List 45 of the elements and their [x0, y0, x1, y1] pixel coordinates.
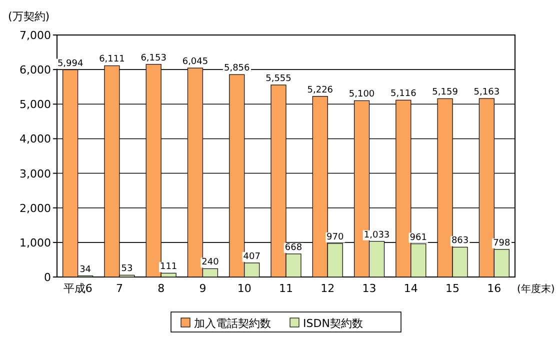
legend-label: ISDN契約数 [303, 317, 363, 330]
x-tick-label: 15 [446, 282, 460, 295]
x-tick-label: 13 [362, 282, 376, 295]
x-tick-label: 9 [199, 282, 206, 295]
x-tick-label: 10 [237, 282, 252, 295]
y-tick-label: 1,000 [20, 236, 51, 250]
x-tick-label: 14 [404, 282, 418, 295]
data-label: 53 [121, 264, 133, 274]
data-label: 111 [160, 262, 178, 272]
data-label: 798 [493, 238, 511, 248]
data-label: 6,111 [99, 54, 125, 65]
y-tick-label: 6,000 [20, 64, 51, 77]
x-tick-label: 7 [116, 282, 123, 295]
data-label: 5,116 [390, 89, 417, 100]
y-tick-label: 3,000 [20, 167, 51, 180]
data-label: 5,856 [224, 64, 250, 74]
data-label: 6,045 [182, 57, 208, 68]
y-tick-label: 0 [44, 271, 51, 284]
x-tick-label: 8 [158, 282, 165, 295]
data-label: 407 [243, 252, 260, 262]
data-label: 34 [80, 264, 92, 275]
data-label: 5,100 [348, 90, 375, 100]
data-label: 863 [451, 236, 469, 246]
y-tick-label: 7,000 [20, 29, 51, 42]
legend-label: 加入電話契約数 [194, 317, 271, 330]
data-label: 240 [202, 258, 220, 268]
y-tick-label: 4,000 [20, 132, 51, 146]
data-label: 5,994 [57, 58, 84, 69]
x-tick-label: 16 [487, 282, 502, 295]
data-label: 5,159 [432, 88, 458, 98]
y-axis-title: (万契約) [8, 10, 50, 23]
x-tick-label: 12 [320, 282, 335, 295]
data-label: 5,555 [266, 74, 292, 84]
x-tick-label: 11 [279, 282, 293, 295]
data-label: 5,226 [307, 85, 334, 96]
data-label: 961 [410, 232, 427, 243]
x-axis-title: (年度末) [517, 283, 555, 295]
y-tick-label: 2,000 [20, 202, 51, 215]
y-tick-label: 5,000 [20, 98, 51, 112]
data-label: 668 [284, 242, 302, 253]
data-label: 1,033 [364, 230, 390, 240]
x-tick-label: 平成6 [63, 282, 92, 295]
data-label: 970 [326, 232, 344, 242]
data-label: 6,153 [140, 53, 166, 64]
data-label: 5,163 [474, 88, 500, 98]
